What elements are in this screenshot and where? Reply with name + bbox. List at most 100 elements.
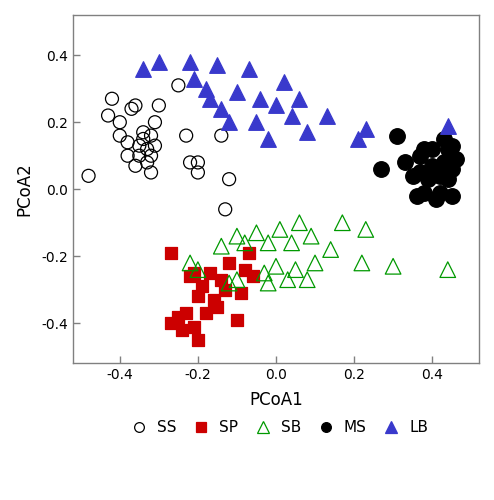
Point xyxy=(362,125,370,133)
Point xyxy=(190,74,198,82)
Point xyxy=(448,142,455,150)
Point xyxy=(213,302,221,310)
Point xyxy=(440,158,448,166)
Point xyxy=(206,269,213,277)
Point xyxy=(127,105,135,113)
Point xyxy=(272,102,280,110)
Point xyxy=(393,132,401,140)
Point xyxy=(178,326,186,334)
Point xyxy=(291,266,299,274)
Point xyxy=(217,242,225,250)
Point xyxy=(233,232,241,240)
X-axis label: PCoA1: PCoA1 xyxy=(249,390,303,408)
Point xyxy=(124,152,131,160)
Point xyxy=(174,312,182,320)
Point xyxy=(420,188,428,196)
Point xyxy=(354,135,362,143)
Point xyxy=(264,135,272,143)
Point xyxy=(252,118,260,126)
Point xyxy=(155,58,163,66)
Point xyxy=(448,192,455,200)
Point xyxy=(432,196,440,203)
Point xyxy=(151,118,159,126)
Point xyxy=(295,95,303,103)
Point xyxy=(186,259,194,267)
Point xyxy=(225,118,233,126)
Point xyxy=(139,64,147,72)
Point xyxy=(221,286,229,294)
Point xyxy=(428,162,436,170)
Point xyxy=(420,145,428,153)
Legend: SS, SP, SB, MS, LB: SS, SP, SB, MS, LB xyxy=(124,420,429,435)
Point xyxy=(436,172,444,180)
Point xyxy=(440,135,448,143)
Point xyxy=(139,135,147,143)
Point xyxy=(307,232,315,240)
Point xyxy=(174,82,182,90)
Point xyxy=(139,128,147,136)
Point xyxy=(217,105,225,113)
Point xyxy=(135,152,143,160)
Point xyxy=(166,249,174,257)
Point xyxy=(217,276,225,283)
Point xyxy=(213,62,221,70)
Point xyxy=(252,229,260,237)
Point xyxy=(194,336,202,344)
Point xyxy=(264,279,272,287)
Point xyxy=(272,262,280,270)
Point xyxy=(221,206,229,214)
Point xyxy=(182,132,190,140)
Point xyxy=(311,259,319,267)
Point xyxy=(401,158,409,166)
Point xyxy=(248,272,256,280)
Point xyxy=(362,226,370,234)
Point xyxy=(190,322,198,330)
Point xyxy=(245,64,252,72)
Point xyxy=(327,246,334,254)
Point xyxy=(237,289,245,297)
Point xyxy=(288,239,295,247)
Point xyxy=(155,102,163,110)
Point xyxy=(225,279,233,287)
Point xyxy=(116,118,124,126)
Point xyxy=(131,102,139,110)
Point xyxy=(186,158,194,166)
Point xyxy=(444,266,452,274)
Point xyxy=(233,88,241,96)
Point xyxy=(245,249,252,257)
Point xyxy=(377,165,385,173)
Point xyxy=(358,259,366,267)
Point xyxy=(225,175,233,183)
Point xyxy=(206,95,213,103)
Point xyxy=(194,158,202,166)
Point xyxy=(147,132,155,140)
Point xyxy=(436,188,444,196)
Point xyxy=(198,282,206,290)
Point xyxy=(147,168,155,176)
Point xyxy=(194,168,202,176)
Point xyxy=(323,112,330,120)
Point xyxy=(432,165,440,173)
Point xyxy=(116,132,124,140)
Point xyxy=(131,162,139,170)
Point xyxy=(444,145,452,153)
Point xyxy=(280,78,288,86)
Point xyxy=(104,112,112,120)
Point xyxy=(217,132,225,140)
Point xyxy=(108,95,116,103)
Point xyxy=(186,58,194,66)
Point xyxy=(225,259,233,267)
Point xyxy=(276,226,284,234)
Point xyxy=(202,309,209,317)
Point xyxy=(260,269,268,277)
Point xyxy=(241,266,248,274)
Point xyxy=(166,320,174,328)
Point xyxy=(295,218,303,226)
Point xyxy=(264,239,272,247)
Point xyxy=(124,138,131,146)
Point xyxy=(143,145,151,153)
Point xyxy=(444,175,452,183)
Point xyxy=(416,152,424,160)
Point xyxy=(194,266,202,274)
Point xyxy=(389,262,397,270)
